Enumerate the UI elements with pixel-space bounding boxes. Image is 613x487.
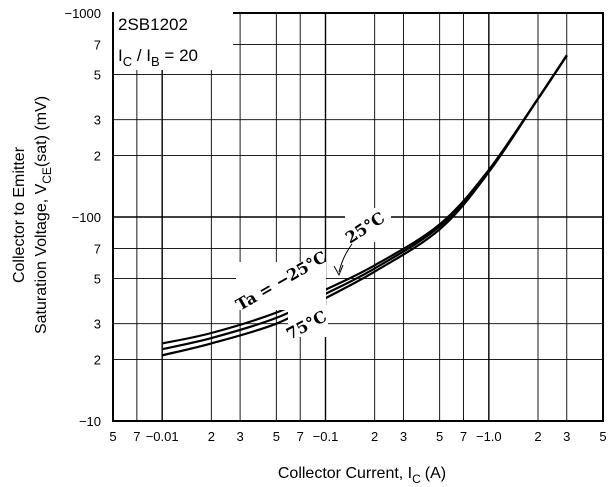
x-tick-label-3: 2 bbox=[208, 429, 215, 444]
y-tick-label-0: −10 bbox=[79, 414, 101, 429]
y-tick-label-10: −1000 bbox=[64, 6, 101, 21]
x-tick-label-8: 2 bbox=[371, 429, 378, 444]
x-tick-label-13: 2 bbox=[534, 429, 541, 444]
x-tick-label-4: 3 bbox=[236, 429, 243, 444]
x-tick-label-2: −0.01 bbox=[146, 429, 179, 444]
y-tick-label-6: 2 bbox=[94, 149, 101, 164]
x-tick-label-6: 7 bbox=[297, 429, 304, 444]
grid bbox=[112, 12, 604, 422]
plot-frame bbox=[112, 12, 604, 422]
y-tick-label-8: 5 bbox=[94, 67, 101, 82]
info-box bbox=[114, 12, 233, 70]
series-line-0 bbox=[161, 54, 568, 345]
x-tick-labels: 5 7 −0.01 2 3 5 7 −0.1 2 3 5 7 −1.0 2 3 5 bbox=[109, 429, 606, 444]
x-tick-label-5: 5 bbox=[273, 429, 280, 444]
y-tick-label-1: 2 bbox=[94, 353, 101, 368]
y-axis-label-line2: Saturation Voltage, VCE(sat) (mV) bbox=[33, 96, 54, 334]
series-line-2 bbox=[161, 54, 568, 357]
x-tick-label-1: 7 bbox=[133, 429, 140, 444]
x-tick-label-14: 3 bbox=[563, 429, 570, 444]
x-tick-label-0: 5 bbox=[109, 429, 116, 444]
x-tick-label-12: −1.0 bbox=[476, 429, 502, 444]
curves bbox=[161, 54, 568, 357]
y-axis-label-line1: Collector to Emitter bbox=[11, 146, 28, 283]
x-tick-label-11: 7 bbox=[460, 429, 467, 444]
y-tick-label-5: −100 bbox=[72, 210, 101, 225]
y-tick-label-9: 7 bbox=[94, 38, 101, 53]
label-bg-25 bbox=[345, 208, 391, 242]
part-number: 2SB1202 bbox=[118, 15, 188, 34]
y-tick-label-2: 3 bbox=[94, 317, 101, 332]
y-tick-labels: −10 2 3 5 7 −100 2 3 5 7 −1000 bbox=[64, 6, 101, 429]
x-axis-label: Collector Current, IC (A) bbox=[278, 465, 446, 486]
y-tick-label-7: 3 bbox=[94, 113, 101, 128]
y-tick-label-3: 5 bbox=[94, 271, 101, 286]
x-tick-label-10: 5 bbox=[436, 429, 443, 444]
x-tick-label-9: 3 bbox=[400, 429, 407, 444]
test-condition: IC / IB = 20 bbox=[118, 46, 198, 69]
leader-line-25 bbox=[338, 243, 353, 273]
x-tick-label-15: 5 bbox=[599, 429, 606, 444]
x-tick-label-7: −0.1 bbox=[313, 429, 339, 444]
y-tick-label-4: 7 bbox=[94, 242, 101, 257]
series-line-1 bbox=[161, 54, 568, 351]
label-bg-m25 bbox=[236, 262, 326, 310]
label-bg-75 bbox=[288, 305, 328, 337]
leader-arrow-25 bbox=[333, 264, 344, 277]
